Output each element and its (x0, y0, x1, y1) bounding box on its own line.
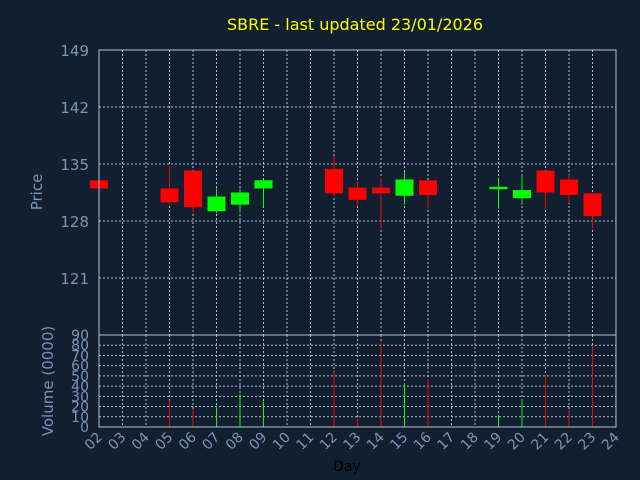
day-tick-label: 22 (552, 430, 576, 454)
candle-body (560, 179, 578, 195)
volume-tick-label: 50 (71, 369, 89, 385)
day-tick-label: 23 (575, 430, 599, 454)
candle-body (583, 193, 602, 217)
day-tick-label: 06 (176, 429, 200, 453)
candle-body (513, 190, 531, 199)
day-tick-label: 08 (223, 430, 247, 454)
volume-tick-label: 30 (71, 389, 89, 405)
price-grid (99, 49, 616, 335)
day-tick-label: 07 (199, 430, 223, 454)
volume-plot-frame (98, 334, 617, 428)
day-tick-label: 11 (293, 430, 317, 454)
day-tick-labels: 02 03 04 05 06 07 08 09 10 11 12 13 14 15 16 17 18 19 20 21… (82, 429, 623, 453)
day-tick-label: 13 (340, 430, 364, 454)
volume-tick-label: 80 (71, 338, 89, 354)
day-tick-label: 16 (411, 429, 435, 453)
volume-bars (169, 342, 593, 427)
day-tick-label: 10 (270, 430, 294, 454)
x-axis-label: Day (333, 459, 361, 475)
price-tick-label: 142 (60, 99, 89, 117)
day-tick-label: 18 (458, 430, 482, 454)
volume-tick-label: 90 (71, 328, 89, 344)
candle-body (207, 196, 226, 212)
price-candles (90, 155, 602, 229)
price-tick-label: 121 (60, 270, 89, 288)
day-tick-label: 12 (317, 430, 341, 454)
volume-tick-label: 60 (71, 359, 89, 375)
day-tick-label: 24 (599, 429, 623, 453)
price-axis-label: Price (28, 174, 46, 211)
volume-tick-label: 70 (71, 348, 89, 364)
candle-body (254, 180, 273, 189)
day-tick-label: 21 (528, 430, 552, 454)
candle-body (348, 187, 367, 200)
candle-body (325, 168, 343, 194)
candle-body (536, 170, 555, 193)
volume-tick-label: 40 (71, 379, 89, 395)
volume-tick-label: 0 (80, 420, 89, 436)
day-tick-label: 04 (129, 429, 153, 453)
price-tick-label: 149 (60, 42, 89, 60)
day-tick-label: 05 (152, 430, 176, 454)
candle-body (184, 170, 202, 208)
candle-body (231, 192, 249, 205)
day-tick-label: 14 (364, 429, 388, 453)
candle-body (372, 187, 390, 194)
day-tick-label: 15 (387, 430, 411, 454)
candle-body (160, 188, 179, 203)
day-tick-label: 17 (434, 430, 458, 454)
volume-tick-label: 10 (71, 410, 89, 426)
price-tick-labels: 149 142 135 128 121 (60, 42, 89, 288)
day-tick-label: 20 (505, 430, 529, 454)
candle-body (419, 180, 437, 195)
price-tick-label: 128 (60, 213, 89, 231)
day-tick-label: 19 (481, 430, 505, 454)
day-tick-label: 03 (105, 430, 129, 454)
candle-body (395, 179, 414, 196)
volume-tick-label: 20 (71, 400, 89, 416)
price-tick-label: 135 (60, 156, 89, 174)
day-tick-label: 09 (246, 430, 270, 454)
candle-body (489, 186, 508, 190)
volume-axis-label: Volume (0000) (39, 326, 57, 436)
chart-title: SBRE - last updated 23/01/2026 (227, 15, 483, 34)
volume-grid (99, 334, 616, 428)
